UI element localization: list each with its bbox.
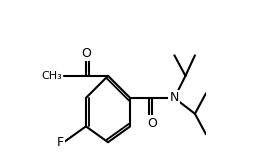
Text: N: N (170, 91, 179, 104)
Text: O: O (147, 117, 157, 130)
Text: F: F (57, 136, 64, 149)
Text: O: O (81, 47, 91, 60)
Text: CH₃: CH₃ (41, 71, 62, 81)
